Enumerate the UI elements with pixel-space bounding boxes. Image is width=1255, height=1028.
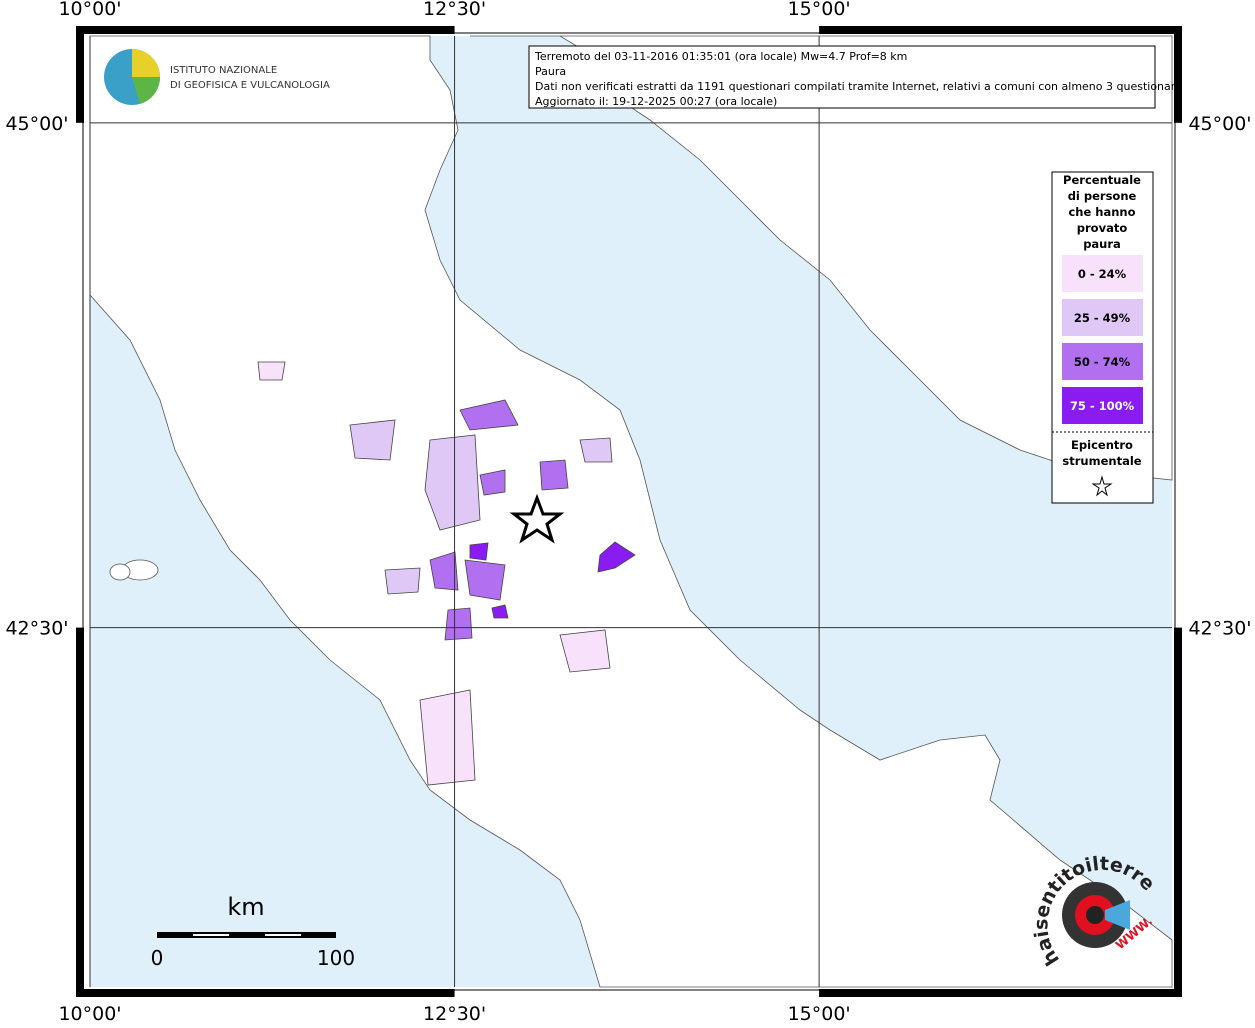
frame-bar xyxy=(76,989,455,997)
legend-swatch xyxy=(1062,343,1143,380)
info-line: Dati non verificati estratti da 1191 que… xyxy=(535,80,1182,93)
axis-labels: 10°00' 10°00' 12°30' 12°30' 15°00' 15°00' 45°0… xyxy=(5,0,1251,1025)
legend-swatch xyxy=(1062,387,1143,424)
graticule xyxy=(89,36,1172,987)
scale-label: 100 xyxy=(317,946,355,970)
legend-star xyxy=(1091,475,1113,497)
legend-swatch xyxy=(1062,255,1143,292)
frame-bar xyxy=(1174,627,1182,997)
felt-area xyxy=(384,567,421,595)
logo-segment xyxy=(132,49,160,77)
lon-label: 15°00' xyxy=(788,1003,851,1024)
scale-bar-body xyxy=(157,932,336,938)
lat-label: 45°00' xyxy=(5,113,68,135)
ingv-logo: ISTITUTO NAZIONALE DI GEOFISICA E VULCAN… xyxy=(104,49,330,105)
legend-content: Percentuale di persone che hanno provato pau… xyxy=(1062,173,1143,468)
scale-seg xyxy=(265,934,301,936)
logo-text: ISTITUTO NAZIONALE xyxy=(170,65,277,76)
legend-label: 75 - 100% xyxy=(1070,399,1135,413)
felt-area xyxy=(559,629,611,673)
felt-area xyxy=(464,559,506,601)
scale-label: 0 xyxy=(151,946,164,970)
land xyxy=(89,35,1173,988)
felt-area xyxy=(444,607,473,641)
info-line: Terremoto del 03-11-2016 01:35:01 (ora l… xyxy=(534,50,907,63)
logo-text: DI GEOFISICA E VULCANOLOGIA xyxy=(170,80,330,91)
felt-area xyxy=(579,437,613,463)
lat-label: 42°30' xyxy=(1188,618,1251,640)
legend-swatch xyxy=(1062,299,1143,336)
felt-area xyxy=(539,459,569,491)
lon-label: 15°00' xyxy=(788,0,851,20)
frame-bar xyxy=(1174,26,1182,123)
frame-bar xyxy=(76,26,455,34)
italy xyxy=(89,35,1173,988)
island xyxy=(109,563,131,581)
frame-bar xyxy=(819,989,1182,997)
frame-bar xyxy=(819,26,1182,34)
felt-area xyxy=(469,542,489,561)
felt-area xyxy=(459,399,519,431)
brand-circle xyxy=(1086,906,1104,924)
legend xyxy=(1051,171,1154,504)
frame xyxy=(82,32,1176,991)
frame-bar xyxy=(76,627,84,997)
scale-bar: km 0 100 xyxy=(151,893,355,970)
brand-horn xyxy=(1105,900,1130,930)
felt-area xyxy=(491,604,509,619)
felt-area xyxy=(349,419,396,461)
lon-label: 10°00' xyxy=(58,1003,121,1024)
info-line: Aggiornato il: 19-12-2025 00:27 (ora loc… xyxy=(535,95,777,108)
legend-label: 0 - 24% xyxy=(1078,267,1127,281)
felt-area xyxy=(424,434,481,531)
lat-label: 42°30' xyxy=(5,618,68,640)
info-text: Terremoto del 03-11-2016 01:35:01 (ora l… xyxy=(534,50,1182,108)
felt-area xyxy=(419,689,476,786)
legend-label: 50 - 74% xyxy=(1074,355,1131,369)
felt-area xyxy=(429,551,459,591)
legend-epicenter: Epicentro xyxy=(1071,438,1133,452)
legend-title: paura xyxy=(1083,237,1121,251)
felt-area xyxy=(597,541,636,573)
lon-label: 12°30' xyxy=(423,1003,486,1024)
logo-segment xyxy=(132,77,161,104)
frame-bar xyxy=(76,26,84,123)
felt-area xyxy=(479,469,506,496)
scale-seg xyxy=(193,934,229,936)
legend-epicenter: strumentale xyxy=(1062,454,1141,468)
epicenter xyxy=(509,493,565,544)
felt-areas xyxy=(257,361,636,786)
legend-title: provato xyxy=(1077,221,1128,235)
info-box xyxy=(528,45,1156,109)
legend-label: 25 - 49% xyxy=(1074,311,1131,325)
legend-title: Percentuale xyxy=(1063,173,1141,187)
lon-label: 10°00' xyxy=(58,0,121,20)
legend-title: di persone xyxy=(1068,189,1137,203)
felt-area xyxy=(257,361,286,381)
info-line: Paura xyxy=(535,65,566,78)
frame-bars xyxy=(76,26,1182,997)
legend-title: che hanno xyxy=(1068,205,1135,219)
lat-label: 45°00' xyxy=(1188,113,1251,135)
lon-label: 12°30' xyxy=(423,0,486,20)
scale-unit: km xyxy=(227,893,264,921)
